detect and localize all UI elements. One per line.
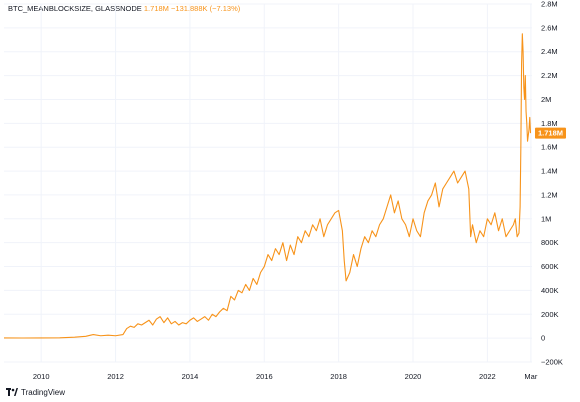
tradingview-logo-icon	[6, 388, 18, 396]
tradingview-logo-text: TradingView	[21, 388, 66, 397]
y-tick-label: 2M	[541, 95, 551, 104]
last-value-label: 1.718M	[143, 4, 169, 13]
y-tick-label: 1.4M	[541, 167, 558, 176]
y-tick-label: 1.2M	[541, 190, 558, 199]
y-tick-label: 2.6M	[541, 23, 558, 32]
y-tick-label: −200K	[541, 358, 563, 367]
x-axis[interactable]: 2010 2012 2014 2016 2018 2020 2022 Mar	[33, 372, 538, 381]
x-tick-label: 2014	[182, 372, 199, 381]
x-tick-label: 2018	[330, 372, 347, 381]
change-label: −131.888K (−7.13%)	[171, 4, 241, 13]
y-gridlines	[4, 3, 532, 363]
y-tick-label: 400K	[541, 286, 559, 295]
y-axis[interactable]: −200K 0 200K 400K 600K 800K 1M 1.2M 1.4M 1.6M 1.8M…	[541, 0, 563, 367]
series-layer	[3, 33, 532, 339]
y-tick-label: 2.4M	[541, 47, 558, 56]
symbol-label[interactable]: BTC_MEANBLOCKSIZE, GLASSNODE	[8, 4, 142, 13]
y-tick-label: 2.2M	[541, 71, 558, 80]
x-tick-label: 2022	[479, 372, 496, 381]
y-tick-label: 1.8M	[541, 119, 558, 128]
y-tick-label: 1M	[541, 214, 551, 223]
y-tick-label: 800K	[541, 238, 559, 247]
y-tick-label: 200K	[541, 310, 559, 319]
y-tick-label: 1.6M	[541, 143, 558, 152]
series-line-0[interactable]	[3, 33, 532, 339]
x-tick-label: 2016	[256, 372, 273, 381]
chart-header: BTC_MEANBLOCKSIZE, GLASSNODE 1.718M −131…	[8, 4, 240, 13]
last-value-badge-text: 1.718M	[538, 129, 563, 138]
price-badge: 1.718M	[535, 127, 566, 139]
x-tick-label: 2020	[405, 372, 422, 381]
last-value-badge-bg	[535, 127, 566, 139]
y-tick-label: 0	[541, 334, 545, 343]
x-tick-label: 2010	[33, 372, 50, 381]
tradingview-logo[interactable]: TradingView	[6, 388, 65, 397]
x-tick-label: Mar	[524, 372, 537, 381]
x-tick-label: 2012	[107, 372, 124, 381]
y-tick-label: 600K	[541, 262, 559, 271]
x-gridlines	[40, 4, 532, 362]
y-tick-label: 2.8M	[541, 0, 558, 9]
